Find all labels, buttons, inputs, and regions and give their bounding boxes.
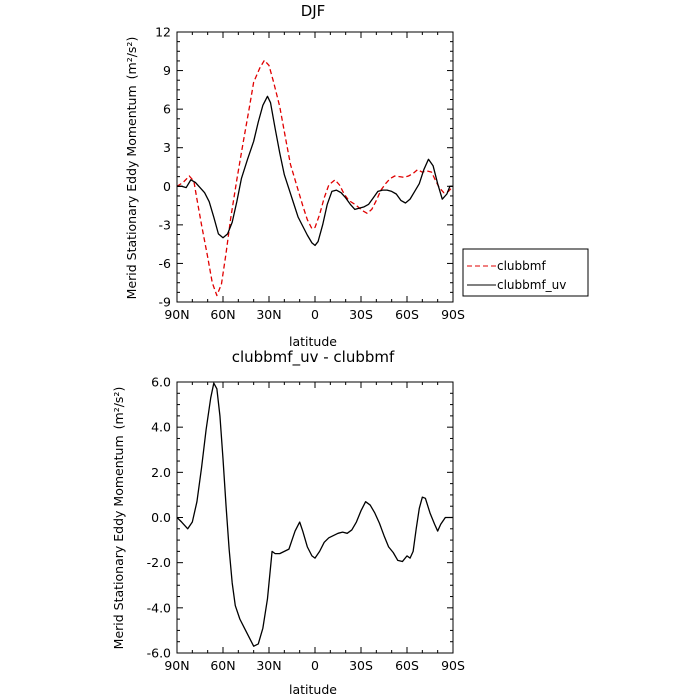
top-chart-series bbox=[176, 59, 454, 297]
bottom-chart-xtick-label: 60S bbox=[395, 658, 419, 673]
bottom-chart: clubbmf_uv - clubbmf Merid Stationary Ed… bbox=[111, 348, 465, 697]
bottom-chart-ylabel-unit: (m²/s²) bbox=[111, 387, 126, 430]
top-chart-series-line-clubbmf bbox=[176, 59, 454, 297]
top-chart-frame bbox=[176, 31, 454, 303]
top-chart-ytick-label: -9 bbox=[159, 295, 172, 310]
svg-text:Merid Stationary Eddy Momentum: Merid Stationary Eddy Momentum (m²/s²) bbox=[124, 37, 139, 300]
top-chart-ytick-label: 3 bbox=[163, 140, 171, 155]
top-chart-xtick-label: 0 bbox=[311, 307, 319, 322]
top-chart-xtick-label: 60S bbox=[395, 307, 419, 322]
bottom-chart-title: clubbmf_uv - clubbmf bbox=[232, 348, 395, 367]
top-chart-ylabel-text: Merid Stationary Eddy Momentum bbox=[124, 85, 139, 299]
top-chart-xtick-label: 30S bbox=[349, 307, 373, 322]
top-chart-ytick-label: 6 bbox=[163, 102, 171, 117]
bottom-chart-ytick-label: 2.0 bbox=[151, 465, 171, 480]
bottom-chart-frame bbox=[176, 381, 454, 654]
top-chart-xtick-label: 60N bbox=[210, 307, 235, 322]
top-chart-ytick-label: -3 bbox=[159, 217, 171, 232]
top-chart-title: DJF bbox=[301, 2, 326, 20]
bottom-chart-ylabel: Merid Stationary Eddy Momentum (m²/s²) bbox=[111, 387, 126, 650]
bottom-chart-ytick-label: -2.0 bbox=[147, 555, 171, 570]
bottom-chart-ytick-label: 6.0 bbox=[151, 375, 171, 390]
top-chart-ytick-label: -6 bbox=[159, 256, 172, 271]
legend-label-clubbmf-uv: clubbmf_uv bbox=[497, 278, 566, 292]
bottom-chart-series bbox=[176, 382, 453, 647]
top-chart-xtick-label: 90S bbox=[441, 307, 465, 322]
top-chart-xlabel: latitude bbox=[289, 334, 337, 349]
top-chart-legend: clubbmf clubbmf_uv bbox=[462, 248, 589, 297]
bottom-chart-xtick-label: 60N bbox=[210, 658, 235, 673]
bottom-chart-series-line-difference bbox=[176, 382, 453, 647]
top-chart-ylabel-unit: (m²/s²) bbox=[124, 37, 139, 80]
bottom-chart-ytick-label: 0.0 bbox=[151, 510, 171, 525]
bottom-chart-ytick-label: -4.0 bbox=[147, 600, 171, 615]
bottom-chart-ytick-label: -6.0 bbox=[147, 646, 171, 661]
top-chart-xtick-label: 30N bbox=[256, 307, 281, 322]
bottom-chart-xtick-label: 0 bbox=[311, 658, 319, 673]
top-chart-ytick-label: 0 bbox=[163, 179, 171, 194]
bottom-chart-xlabel: latitude bbox=[289, 682, 337, 697]
bottom-chart-xtick-label: 30S bbox=[349, 658, 373, 673]
top-chart-ytick-label: 12 bbox=[155, 25, 171, 40]
svg-text:Merid Stationary Eddy Momentum: Merid Stationary Eddy Momentum (m²/s²) bbox=[111, 387, 126, 650]
legend-box bbox=[462, 248, 589, 297]
legend-label-clubbmf: clubbmf bbox=[497, 259, 546, 273]
bottom-chart-xtick-label: 90N bbox=[164, 658, 189, 673]
bottom-chart-xtick-label: 90S bbox=[441, 658, 465, 673]
top-chart-ylabel: Merid Stationary Eddy Momentum (m²/s²) bbox=[124, 37, 139, 300]
top-chart-series-line-clubbmf-uv bbox=[177, 95, 453, 247]
top-chart-ticks: 90N 60N 30N 0 30S 60S 90S -9 -6 -3 0 3 6 9 12 bbox=[155, 25, 465, 323]
bottom-chart-ytick-label: 4.0 bbox=[151, 420, 171, 435]
top-chart: DJF Merid Stationary Eddy Momentum (m²/s²… bbox=[124, 2, 589, 349]
bottom-chart-ylabel-text: Merid Stationary Eddy Momentum bbox=[111, 435, 126, 649]
top-chart-ytick-label: 9 bbox=[163, 63, 171, 78]
top-chart-xtick-label: 90N bbox=[164, 307, 189, 322]
bottom-chart-xtick-label: 30N bbox=[256, 658, 281, 673]
